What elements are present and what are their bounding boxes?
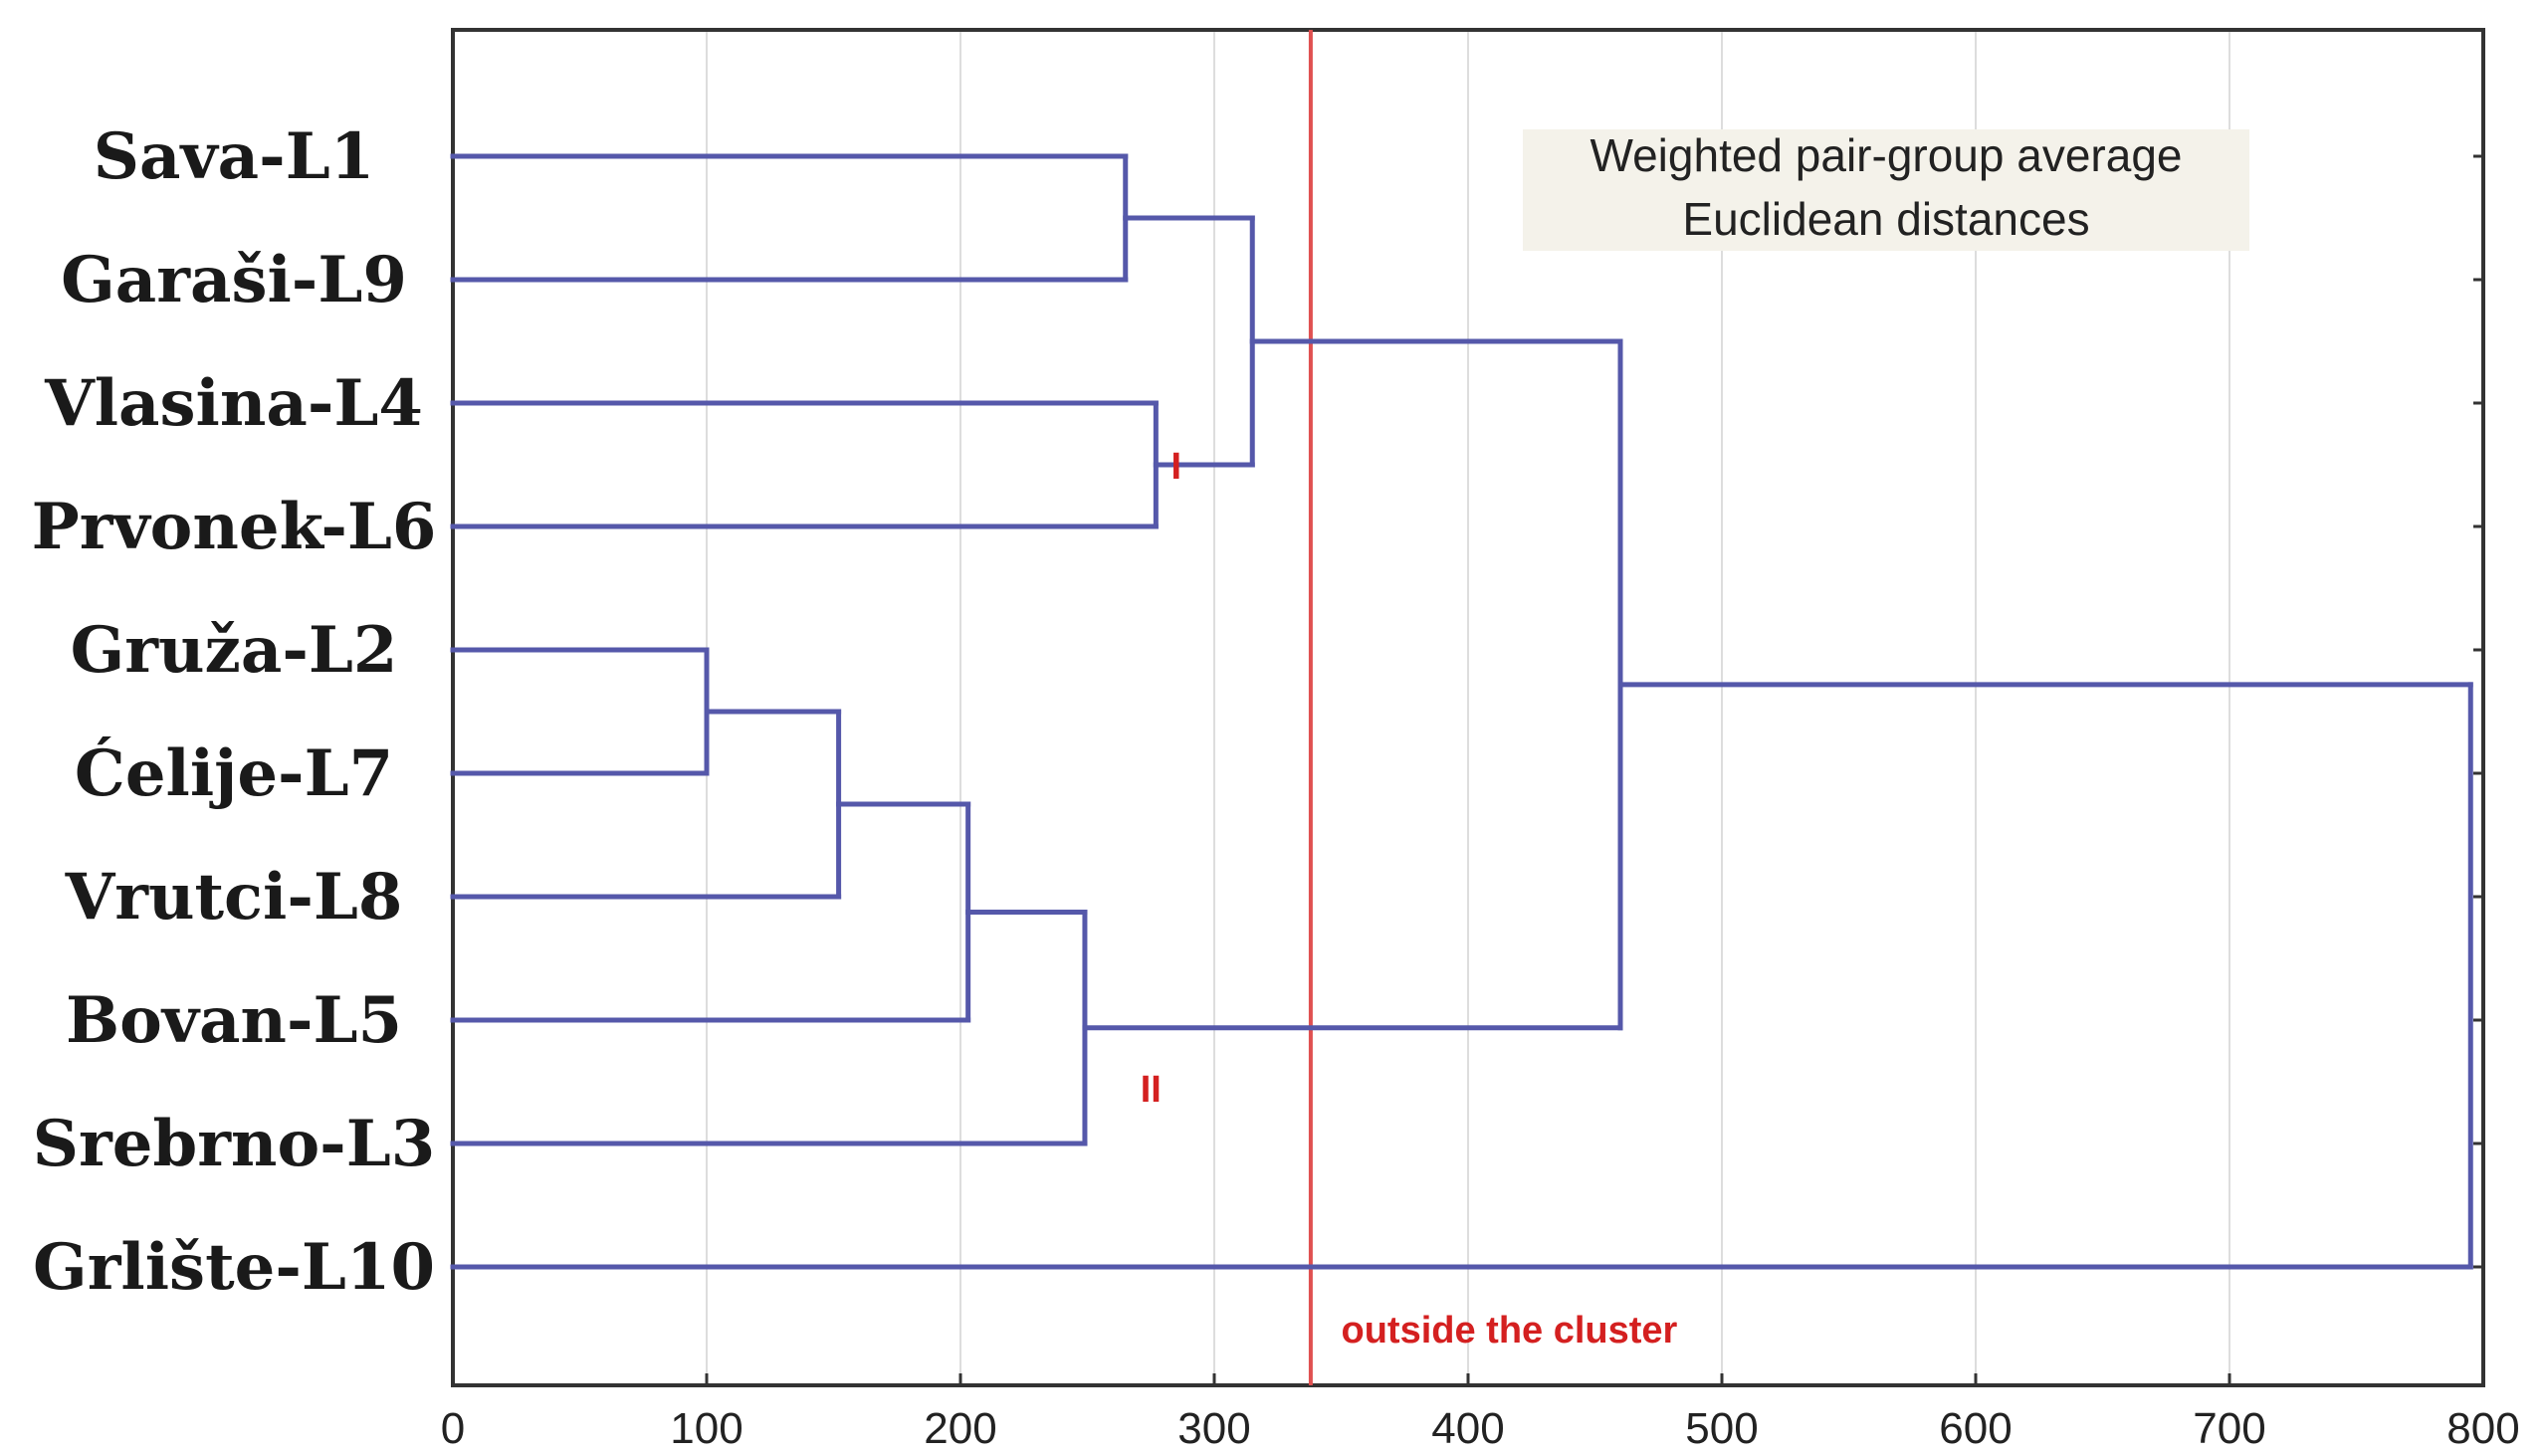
legend-box: Weighted pair-group average Euclidean di… xyxy=(1523,129,2249,251)
leaf-label-vlasina-l4: Vlasina-L4 xyxy=(44,366,423,441)
x-tick-label: 600 xyxy=(1939,1404,2012,1453)
annotation-label: II xyxy=(1141,1069,1162,1111)
leaf-label-bovan-l5: Bovan-L5 xyxy=(66,983,402,1058)
x-tick-label: 400 xyxy=(1431,1404,1504,1453)
leaf-label-gru-a-l2: Gruža-L2 xyxy=(71,613,398,688)
dendrogram-tree xyxy=(450,153,2473,1270)
annotation-label: outside the cluster xyxy=(1342,1310,1678,1352)
distance-label: Euclidean distances xyxy=(1682,193,2089,245)
grid-lines xyxy=(706,30,2230,1385)
leaf-label-srebrno-l3: Srebrno-L3 xyxy=(33,1107,435,1181)
x-tick-label: 700 xyxy=(2193,1404,2265,1453)
leaf-labels: Sava-L1 Garaši-L9 Vlasina-L4 Prvonek-L6 Gruž… xyxy=(32,119,437,1305)
x-tick-label: 800 xyxy=(2446,1404,2519,1453)
leaf-label-prvonek-l6: Prvonek-L6 xyxy=(32,490,437,564)
x-tick-label: 500 xyxy=(1685,1404,1758,1453)
x-axis: 0 100 200 300 400 500 600 700 800 xyxy=(441,154,2520,1453)
leaf-label-gara-i-l9: Garaši-L9 xyxy=(61,243,407,317)
annotation-label: I xyxy=(1170,446,1181,488)
leaf-label-elije-l7: Ćelije-L7 xyxy=(75,736,393,811)
x-tick-label: 200 xyxy=(924,1404,996,1453)
x-tick-label: 100 xyxy=(670,1404,743,1453)
leaf-label-grli-te-l10: Grlište-L10 xyxy=(33,1230,435,1305)
x-tick-label: 300 xyxy=(1177,1404,1250,1453)
legend-background xyxy=(1523,129,2249,251)
method-label: Weighted pair-group average xyxy=(1591,129,2183,181)
x-tick-label: 0 xyxy=(441,1404,465,1453)
leaf-label-vrutci-l8: Vrutci-L8 xyxy=(65,860,403,935)
leaf-label-sava-l1: Sava-L1 xyxy=(94,119,374,194)
